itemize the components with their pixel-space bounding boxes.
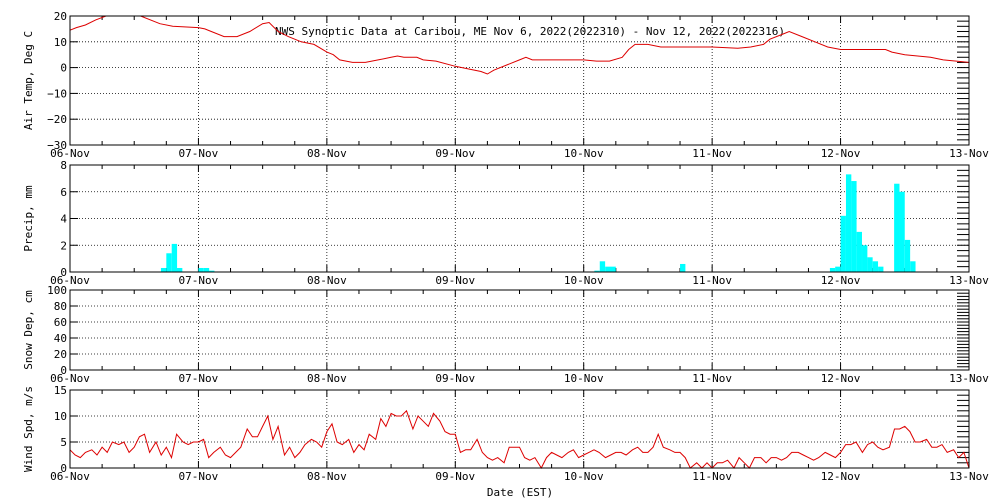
precip-bar	[856, 231, 862, 272]
plot-frame	[69, 15, 970, 146]
plot-frame	[69, 289, 970, 371]
y-tick-label: 2	[60, 239, 67, 252]
x-tick-label: 09-Nov	[435, 147, 475, 160]
y-tick-label: 80	[54, 300, 67, 313]
y-tick-label: 4	[60, 213, 67, 226]
x-tick-label: 06-Nov	[50, 470, 90, 483]
x-tick-label: 07-Nov	[179, 147, 219, 160]
x-tick-label: 10-Nov	[564, 470, 604, 483]
x-tick-label: 13-Nov	[949, 372, 989, 385]
precip-bar	[910, 261, 916, 272]
precip-bar	[198, 267, 204, 272]
y-axis-title: Wind Spd, m/s	[22, 386, 35, 472]
precip-bar	[209, 270, 215, 272]
y-axis-title: Precip, mm	[22, 185, 35, 252]
y-tick-label: 10	[54, 36, 67, 49]
y-tick-label: 5	[60, 436, 67, 449]
x-tick-label: 08-Nov	[307, 274, 347, 287]
y-tick-label: 100	[47, 284, 67, 297]
y-tick-label: −20	[47, 113, 67, 126]
x-tick-label: 09-Nov	[435, 372, 475, 385]
x-tick-label: 06-Nov	[50, 372, 90, 385]
x-tick-label: 10-Nov	[564, 147, 604, 160]
x-tick-label: 08-Nov	[307, 147, 347, 160]
precip-bar	[840, 215, 846, 272]
x-tick-label: 07-Nov	[179, 372, 219, 385]
y-tick-label: 0	[60, 266, 67, 279]
series-line	[69, 409, 970, 470]
precip-bar	[878, 266, 884, 272]
x-tick-label: 10-Nov	[564, 372, 604, 385]
precip-bar	[166, 253, 172, 272]
precip-bar	[845, 174, 852, 272]
x-tick-label: 11-Nov	[692, 470, 732, 483]
y-tick-label: 20	[54, 10, 67, 23]
x-tick-label: 12-Nov	[821, 274, 861, 287]
precip-bar	[867, 257, 873, 272]
plot-frame	[69, 164, 970, 273]
panel-2: 8 6 4 2 006-Nov 07-Nov 08-Nov 09-Nov 10-Nov 11-No…	[22, 159, 989, 287]
precip-bar	[594, 270, 600, 272]
precip-bar	[894, 183, 900, 272]
y-tick-label: 40	[54, 332, 67, 345]
y-tick-label: 60	[54, 316, 67, 329]
y-tick-label: 15	[54, 384, 67, 397]
precip-bar	[899, 191, 905, 272]
x-tick-label: 09-Nov	[435, 470, 475, 483]
y-tick-label: −30	[47, 139, 67, 152]
precip-bar	[599, 261, 606, 272]
precip-bar	[203, 267, 210, 272]
x-tick-label: 11-Nov	[692, 274, 732, 287]
precip-bar	[160, 267, 167, 272]
y-tick-label: 10	[54, 410, 67, 423]
precip-bar	[610, 266, 616, 272]
plot-frame	[69, 389, 970, 469]
precip-bar	[851, 181, 857, 272]
x-tick-label: 12-Nov	[821, 147, 861, 160]
panel-3: 100 80 60 40 20 006-Nov 07-Nov 08-Nov 09-Nov 10-N…	[22, 284, 989, 385]
precip-bar	[176, 267, 183, 272]
x-axis-title: Date (EST)	[487, 486, 553, 499]
x-tick-label: 09-Nov	[435, 274, 475, 287]
x-tick-label: 10-Nov	[564, 274, 604, 287]
x-tick-label: 07-Nov	[179, 274, 219, 287]
x-tick-label: 12-Nov	[821, 372, 861, 385]
y-tick-label: 6	[60, 186, 67, 199]
precip-bar	[829, 267, 836, 272]
precip-bar	[835, 266, 841, 272]
precip-bar	[605, 266, 611, 272]
chart-title: NWS Synoptic Data at Caribou, ME Nov 6, …	[275, 25, 785, 38]
precip-bar	[862, 245, 868, 272]
x-tick-label: 13-Nov	[949, 274, 989, 287]
panel-4: 15 10 5 006-Nov 07-Nov 08-Nov 09-Nov 10-Nov 11-N…	[22, 384, 989, 483]
y-tick-label: −10	[47, 87, 67, 100]
series-line	[69, 15, 970, 75]
x-tick-label: 12-Nov	[821, 470, 861, 483]
y-axis-title: Snow Dep, cm	[22, 290, 35, 370]
y-axis-title: Air Temp, Deg C	[22, 31, 35, 130]
y-tick-label: 20	[54, 348, 67, 361]
y-tick-label: 0	[60, 462, 67, 475]
x-tick-label: 11-Nov	[692, 147, 732, 160]
precip-bar	[171, 243, 178, 272]
x-tick-label: 06-Nov	[50, 147, 90, 160]
x-tick-label: 08-Nov	[307, 372, 347, 385]
precip-bar	[680, 263, 686, 272]
x-tick-label: 08-Nov	[307, 470, 347, 483]
x-tick-label: 07-Nov	[179, 470, 219, 483]
x-tick-label: 06-Nov	[50, 274, 90, 287]
x-tick-label: 11-Nov	[692, 372, 732, 385]
x-tick-label: 13-Nov	[949, 470, 989, 483]
y-tick-label: 8	[60, 159, 67, 172]
y-tick-label: 0	[60, 62, 67, 75]
y-tick-label: 0	[60, 364, 67, 377]
precip-bar	[872, 261, 879, 272]
precip-bar	[904, 239, 911, 272]
x-tick-label: 13-Nov	[949, 147, 989, 160]
